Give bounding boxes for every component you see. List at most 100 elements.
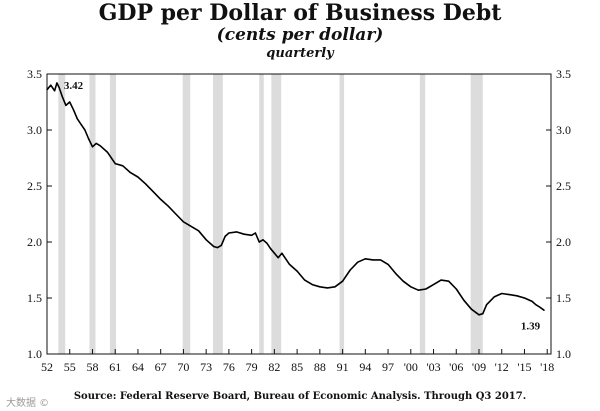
x-tick-label-6: 70 bbox=[177, 360, 189, 374]
recession-band-3 bbox=[182, 74, 191, 354]
data-point-4 bbox=[58, 86, 60, 89]
data-point-82 bbox=[543, 309, 545, 311]
data-point-8 bbox=[72, 109, 75, 111]
x-tick-label-0: 52 bbox=[41, 360, 53, 374]
data-point-53 bbox=[341, 280, 344, 282]
data-point-36 bbox=[243, 233, 245, 235]
data-point-23 bbox=[160, 198, 162, 201]
y-tick-label-left-5: 3.5 bbox=[27, 67, 42, 81]
data-point-56 bbox=[364, 258, 366, 260]
y-tick-label-right-2: 2.0 bbox=[556, 235, 571, 249]
data-point-5 bbox=[61, 95, 63, 97]
data-point-35 bbox=[235, 231, 238, 233]
data-point-19 bbox=[129, 171, 131, 174]
y-tick-label-left-4: 3.0 bbox=[27, 123, 42, 137]
data-point-47 bbox=[296, 270, 298, 272]
data-point-27 bbox=[190, 225, 192, 227]
y-tick-label-right-0: 1.0 bbox=[556, 347, 571, 361]
data-point-24 bbox=[167, 205, 169, 207]
data-label-0: 3.42 bbox=[64, 80, 84, 92]
data-point-59 bbox=[387, 263, 389, 265]
x-tick-label-12: 88 bbox=[314, 360, 326, 374]
data-point-39 bbox=[258, 241, 260, 243]
data-point-50 bbox=[319, 286, 321, 288]
data-point-43 bbox=[273, 252, 275, 254]
x-tick-label-22: '18 bbox=[540, 360, 554, 374]
data-point-6 bbox=[65, 104, 67, 106]
chart-source-note: Source: Federal Reserve Board, Bureau of… bbox=[73, 391, 527, 402]
data-point-46 bbox=[288, 263, 291, 265]
data-point-22 bbox=[152, 191, 154, 193]
data-point-80 bbox=[535, 304, 537, 306]
data-point-68 bbox=[455, 288, 457, 290]
data-point-16 bbox=[107, 151, 109, 153]
data-point-67 bbox=[448, 280, 450, 282]
data-point-58 bbox=[379, 259, 382, 261]
x-tick-label-17: '03 bbox=[426, 360, 440, 374]
data-point-81 bbox=[539, 306, 541, 308]
recession-band-4 bbox=[212, 74, 223, 354]
data-point-15 bbox=[99, 145, 101, 147]
data-point-77 bbox=[516, 295, 518, 297]
data-point-42 bbox=[269, 248, 272, 250]
x-tick-label-1: 55 bbox=[64, 360, 76, 374]
data-point-66 bbox=[440, 279, 442, 281]
data-point-13 bbox=[91, 146, 94, 148]
data-point-34 bbox=[228, 232, 230, 234]
y-tick-label-right-1: 1.5 bbox=[556, 291, 571, 305]
data-point-76 bbox=[508, 294, 510, 296]
data-point-75 bbox=[501, 292, 503, 295]
data-point-48 bbox=[304, 279, 306, 281]
data-point-31 bbox=[216, 247, 219, 249]
plot-frame bbox=[46, 73, 552, 355]
x-tick-label-8: 76 bbox=[223, 360, 235, 374]
data-point-20 bbox=[137, 176, 139, 178]
chart-frequency-label: quarterly bbox=[266, 46, 334, 61]
recession-band-2 bbox=[109, 74, 116, 354]
data-point-33 bbox=[224, 235, 226, 237]
x-tick-label-5: 67 bbox=[155, 360, 167, 374]
data-point-1 bbox=[50, 84, 52, 86]
series-line-0 bbox=[46, 82, 545, 316]
data-point-38 bbox=[254, 232, 257, 234]
data-point-28 bbox=[197, 230, 200, 232]
data-point-32 bbox=[220, 244, 222, 246]
y-tick-label-left-1: 1.5 bbox=[27, 291, 42, 305]
x-tick-label-18: '06 bbox=[449, 360, 463, 374]
data-point-37 bbox=[251, 234, 253, 236]
x-tick-label-11: 85 bbox=[291, 360, 303, 374]
y-tick-label-right-5: 3.5 bbox=[556, 67, 571, 81]
data-point-54 bbox=[349, 269, 351, 271]
x-tick-label-9: 79 bbox=[246, 360, 258, 374]
x-tick-label-15: 97 bbox=[382, 360, 394, 374]
x-tick-label-14: 94 bbox=[359, 360, 371, 374]
recession-band-8 bbox=[419, 74, 426, 354]
recession-band-1 bbox=[89, 74, 96, 354]
data-point-74 bbox=[493, 296, 495, 298]
data-point-69 bbox=[463, 299, 465, 301]
data-point-41 bbox=[266, 242, 268, 244]
data-point-9 bbox=[76, 118, 78, 120]
data-point-65 bbox=[432, 283, 435, 286]
data-point-10 bbox=[80, 123, 82, 125]
data-label-1: 1.39 bbox=[521, 320, 541, 332]
data-point-57 bbox=[372, 259, 374, 261]
data-point-11 bbox=[84, 129, 86, 131]
data-point-70 bbox=[470, 308, 473, 310]
y-tick-label-right-4: 3.0 bbox=[556, 123, 571, 137]
x-tick-label-4: 64 bbox=[132, 360, 144, 374]
data-point-40 bbox=[262, 239, 264, 241]
x-tick-label-19: '09 bbox=[472, 360, 486, 374]
y-tick-label-right-3: 2.5 bbox=[556, 179, 571, 193]
data-point-29 bbox=[205, 239, 207, 241]
recession-band-6 bbox=[271, 74, 282, 354]
data-point-18 bbox=[122, 165, 124, 167]
data-point-44 bbox=[277, 257, 279, 259]
recession-band-9 bbox=[470, 74, 483, 354]
x-tick-label-2: 58 bbox=[86, 360, 98, 374]
data-point-30 bbox=[213, 245, 215, 248]
data-point-45 bbox=[281, 252, 283, 254]
data-point-2 bbox=[53, 90, 56, 92]
data-point-0 bbox=[46, 89, 48, 91]
